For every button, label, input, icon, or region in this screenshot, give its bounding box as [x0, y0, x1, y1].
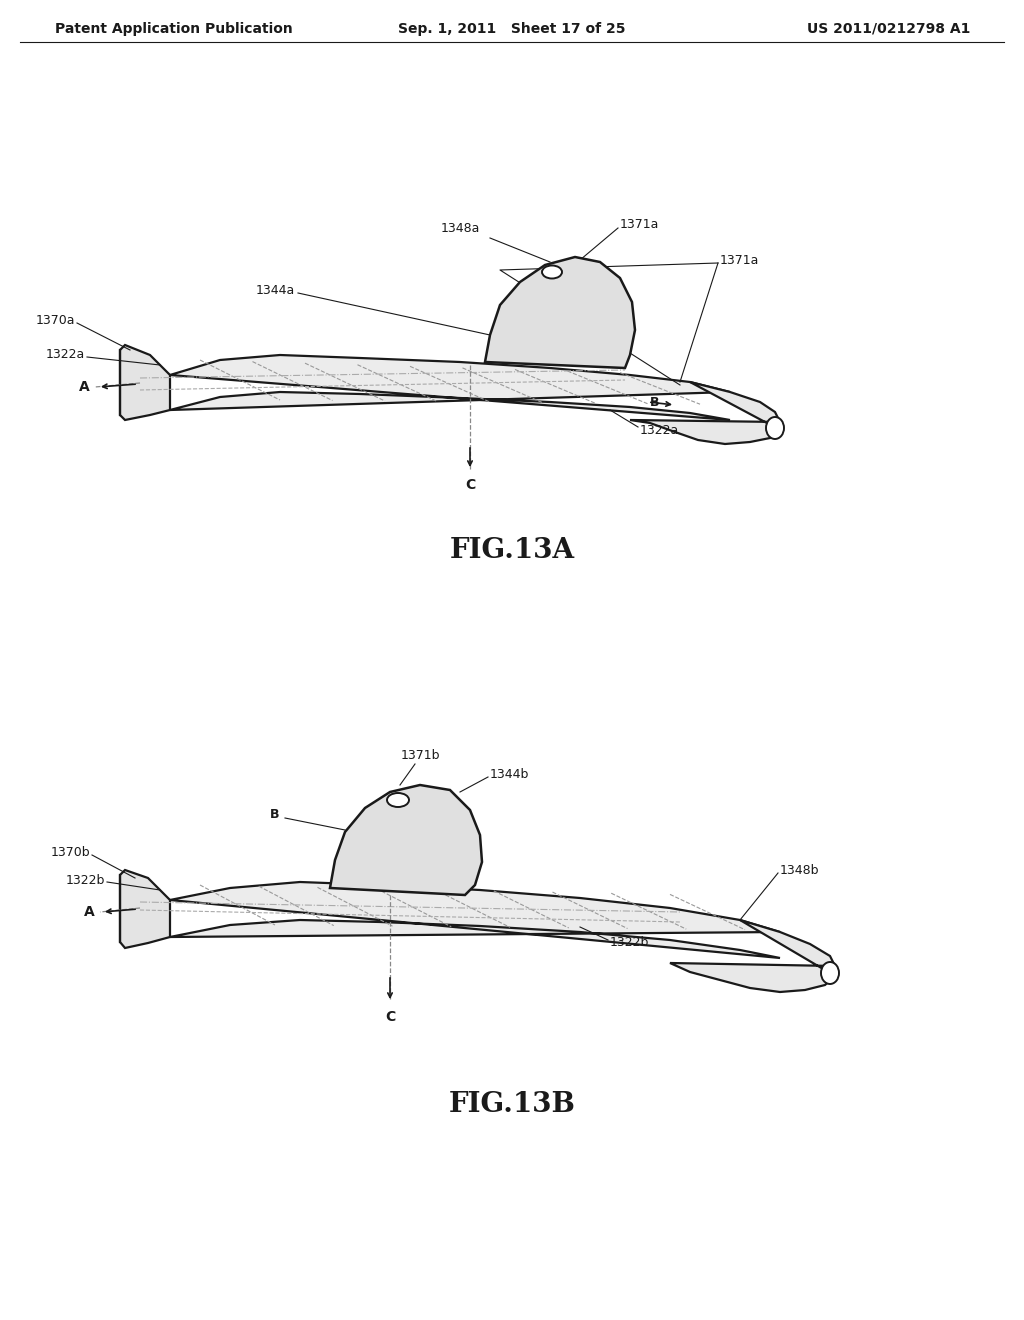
Text: C: C — [465, 478, 475, 492]
Text: FIG.13B: FIG.13B — [449, 1092, 575, 1118]
Text: FIG.13A: FIG.13A — [450, 536, 574, 564]
Text: B: B — [530, 298, 540, 312]
Text: 1322a: 1322a — [640, 424, 679, 437]
Ellipse shape — [387, 793, 409, 807]
Text: 1322b: 1322b — [66, 874, 105, 887]
Ellipse shape — [766, 417, 784, 440]
Polygon shape — [330, 785, 482, 895]
Polygon shape — [630, 381, 780, 444]
Ellipse shape — [542, 265, 562, 279]
Text: 1344b: 1344b — [490, 768, 529, 781]
Polygon shape — [170, 355, 730, 420]
Polygon shape — [485, 257, 635, 368]
Polygon shape — [670, 920, 835, 993]
Text: A: A — [84, 906, 95, 919]
Text: 1370a: 1370a — [36, 314, 75, 326]
Text: 1371a: 1371a — [620, 219, 659, 231]
Text: 1371a: 1371a — [720, 253, 760, 267]
Text: 1322a: 1322a — [46, 348, 85, 362]
Text: B: B — [650, 396, 659, 408]
Polygon shape — [170, 882, 780, 958]
Text: B: B — [445, 854, 455, 866]
Text: A: A — [79, 380, 90, 393]
Polygon shape — [120, 870, 170, 948]
Ellipse shape — [821, 962, 839, 983]
Text: Patent Application Publication: Patent Application Publication — [55, 22, 293, 36]
Text: 1344a: 1344a — [256, 284, 295, 297]
Text: Sep. 1, 2011   Sheet 17 of 25: Sep. 1, 2011 Sheet 17 of 25 — [398, 22, 626, 36]
Text: C: C — [385, 1010, 395, 1024]
Text: 1348a: 1348a — [440, 222, 479, 235]
Text: 1370b: 1370b — [50, 846, 90, 858]
Polygon shape — [120, 345, 170, 420]
Text: 1322b: 1322b — [610, 936, 649, 949]
Text: US 2011/0212798 A1: US 2011/0212798 A1 — [807, 22, 970, 36]
Text: 1371b: 1371b — [400, 748, 439, 762]
Text: 1348b: 1348b — [780, 863, 819, 876]
Text: B: B — [270, 808, 280, 821]
